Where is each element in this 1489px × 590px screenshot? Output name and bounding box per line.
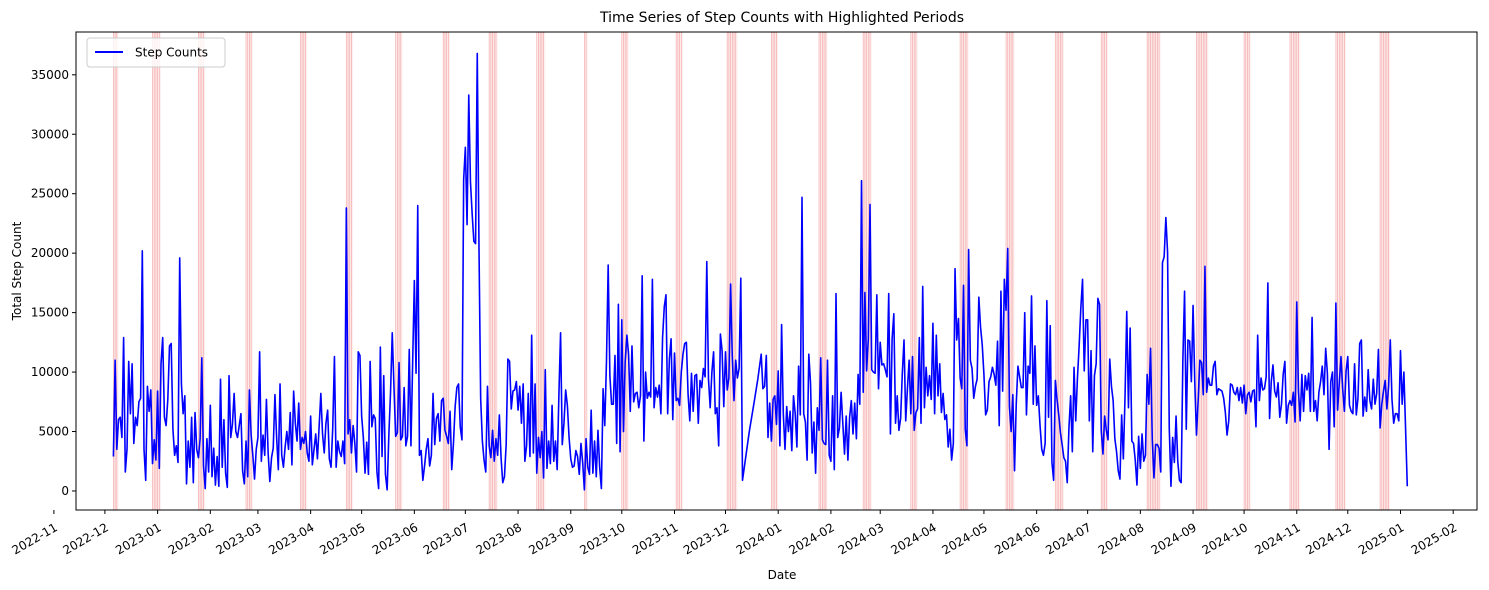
highlight-period (300, 32, 308, 510)
highlight-band (863, 32, 872, 510)
y-axis: 0 5000 10000 15000 20000 25000 30000 35000 (31, 68, 76, 498)
highlight-period (1196, 32, 1209, 510)
highlight-period (770, 32, 779, 510)
highlight-band (152, 32, 162, 510)
highlight-band (1196, 32, 1209, 510)
highlight-band (819, 32, 828, 510)
highlight-period (1379, 32, 1391, 510)
highlight-period (1335, 32, 1347, 510)
y-tick-label: 30000 (31, 127, 69, 141)
highlight-band (536, 32, 546, 510)
highlight-period (910, 32, 918, 510)
highlight-period (1289, 32, 1301, 510)
chart-title: Time Series of Step Counts with Highligh… (599, 10, 964, 26)
highlight-band (1006, 32, 1015, 510)
series-line-step-counts (112, 52, 1409, 491)
y-tick-label: 10000 (31, 365, 69, 379)
highlight-period (1146, 32, 1161, 510)
plot-frame (75, 31, 1478, 511)
y-tick-label: 0 (61, 484, 69, 498)
highlight-period (675, 32, 683, 510)
highlight-band (113, 32, 119, 510)
y-tick-label: 20000 (31, 246, 69, 260)
highlight-period (1243, 32, 1251, 510)
highlight-band (1055, 32, 1064, 510)
y-tick-label: 15000 (31, 306, 69, 320)
y-axis-title: Total Step Count (10, 221, 24, 321)
highlight-period (1054, 32, 1064, 510)
y-tick-label: 25000 (31, 187, 69, 201)
highlight-band (489, 32, 498, 510)
legend: Step Counts (86, 37, 226, 68)
highlight-period (726, 32, 738, 510)
y-tick-label: 35000 (31, 68, 69, 82)
legend-box (86, 37, 226, 68)
highlight-period (959, 32, 969, 510)
legend-label-step-counts: Step Counts (135, 46, 208, 60)
series-layer (112, 52, 1409, 491)
y-tick-label: 5000 (38, 425, 69, 439)
plot-border (75, 31, 1478, 511)
x-axis-title: Date (768, 568, 797, 582)
highlight-band (960, 32, 969, 510)
highlight-period (621, 32, 629, 510)
highlighted-periods (113, 32, 1391, 510)
highlight-period (583, 32, 588, 510)
